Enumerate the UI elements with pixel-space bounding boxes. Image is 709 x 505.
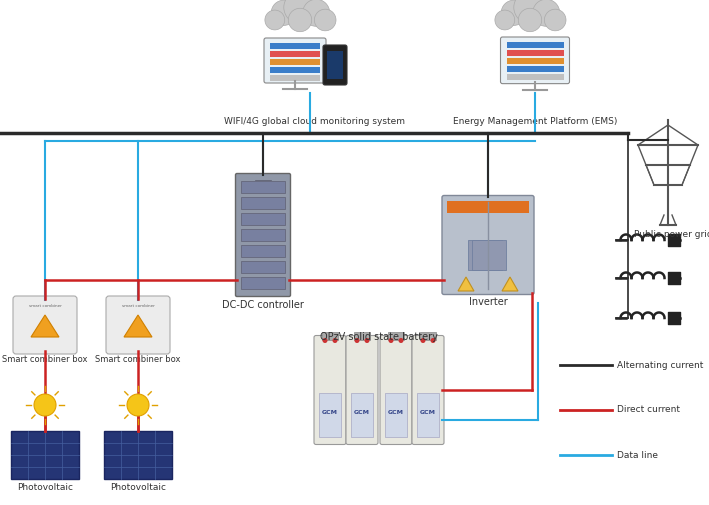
- Bar: [472, 240, 506, 270]
- Bar: [270, 67, 320, 73]
- Circle shape: [364, 338, 369, 343]
- Text: Smart combiner box: Smart combiner box: [2, 355, 88, 364]
- Bar: [241, 245, 285, 257]
- FancyBboxPatch shape: [412, 335, 444, 444]
- Circle shape: [333, 338, 337, 343]
- Text: Photovoltaic: Photovoltaic: [17, 483, 73, 492]
- Bar: [385, 392, 407, 436]
- Text: Alternating current: Alternating current: [617, 361, 703, 370]
- Text: WIFI/4G global cloud monitoring system: WIFI/4G global cloud monitoring system: [225, 117, 406, 126]
- Circle shape: [518, 8, 542, 32]
- Bar: [388, 331, 404, 339]
- Circle shape: [289, 8, 312, 32]
- Polygon shape: [31, 315, 59, 337]
- Bar: [506, 42, 564, 48]
- FancyBboxPatch shape: [264, 38, 326, 83]
- Text: smart combiner: smart combiner: [28, 304, 62, 308]
- Circle shape: [430, 338, 435, 343]
- Circle shape: [398, 338, 403, 343]
- Bar: [506, 50, 564, 56]
- Circle shape: [323, 338, 328, 343]
- Text: Smart combiner box: Smart combiner box: [95, 355, 181, 364]
- Polygon shape: [458, 277, 474, 291]
- FancyBboxPatch shape: [235, 174, 291, 296]
- Circle shape: [272, 0, 296, 25]
- Circle shape: [265, 10, 285, 30]
- Bar: [468, 240, 502, 270]
- Bar: [270, 43, 320, 49]
- Text: Data line: Data line: [617, 450, 658, 460]
- Bar: [270, 51, 320, 57]
- Bar: [417, 392, 439, 436]
- Bar: [241, 229, 285, 241]
- Bar: [354, 331, 370, 339]
- Text: GCM: GCM: [322, 410, 338, 415]
- Text: DC-DC controller: DC-DC controller: [222, 300, 304, 310]
- Bar: [270, 75, 320, 81]
- FancyBboxPatch shape: [314, 335, 346, 444]
- FancyBboxPatch shape: [323, 45, 347, 85]
- Text: OPzV solid state battery: OPzV solid state battery: [320, 332, 438, 342]
- Text: smart combiner: smart combiner: [121, 304, 155, 308]
- Text: Public power grid: Public power grid: [634, 230, 709, 239]
- Circle shape: [34, 394, 56, 416]
- Bar: [104, 431, 172, 479]
- FancyBboxPatch shape: [380, 335, 412, 444]
- Circle shape: [284, 0, 316, 24]
- Circle shape: [495, 10, 515, 30]
- Bar: [241, 261, 285, 273]
- Circle shape: [514, 0, 546, 24]
- Bar: [322, 331, 338, 339]
- Polygon shape: [124, 315, 152, 337]
- Bar: [11, 431, 79, 479]
- Circle shape: [314, 9, 336, 31]
- Bar: [506, 66, 564, 72]
- Bar: [270, 59, 320, 65]
- Circle shape: [303, 0, 330, 26]
- Text: Photovoltaic: Photovoltaic: [110, 483, 166, 492]
- Circle shape: [389, 338, 393, 343]
- Bar: [506, 74, 564, 80]
- Circle shape: [354, 338, 359, 343]
- Text: GCM: GCM: [354, 410, 370, 415]
- Text: GCM: GCM: [388, 410, 404, 415]
- FancyBboxPatch shape: [346, 335, 378, 444]
- Circle shape: [545, 9, 566, 31]
- FancyBboxPatch shape: [106, 296, 170, 354]
- Bar: [420, 331, 436, 339]
- Text: Direct current: Direct current: [617, 406, 680, 415]
- Polygon shape: [502, 277, 518, 291]
- Bar: [506, 58, 564, 64]
- Bar: [447, 200, 529, 213]
- Text: Energy Management Platform (EMS): Energy Management Platform (EMS): [453, 117, 618, 126]
- FancyBboxPatch shape: [442, 195, 534, 294]
- FancyBboxPatch shape: [501, 37, 569, 84]
- Text: Inverter: Inverter: [469, 297, 508, 307]
- FancyBboxPatch shape: [13, 296, 77, 354]
- Bar: [241, 277, 285, 289]
- Bar: [241, 213, 285, 225]
- Circle shape: [420, 338, 425, 343]
- Bar: [241, 197, 285, 209]
- Circle shape: [532, 0, 559, 26]
- Bar: [327, 51, 343, 79]
- Text: GCM: GCM: [420, 410, 436, 415]
- Circle shape: [501, 0, 526, 25]
- Bar: [241, 181, 285, 193]
- Circle shape: [127, 394, 149, 416]
- Bar: [351, 392, 373, 436]
- Bar: [319, 392, 341, 436]
